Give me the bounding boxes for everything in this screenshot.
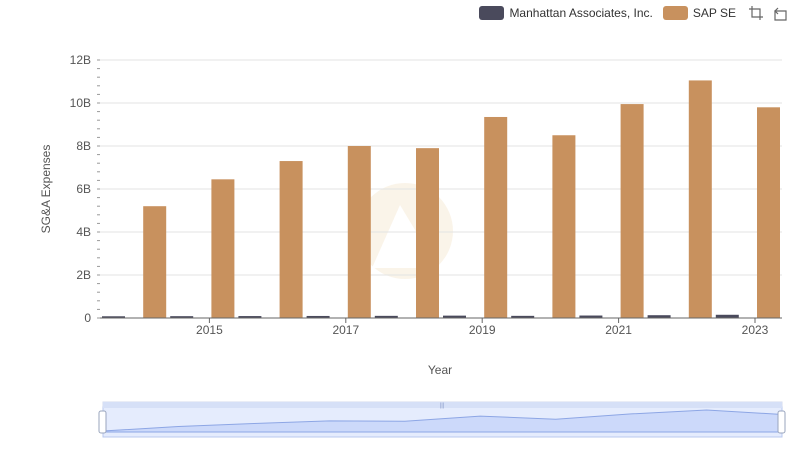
bar-manhattan-2020 bbox=[511, 315, 535, 318]
zoom-reset-icon[interactable] bbox=[772, 5, 788, 21]
bar-sap-2018 bbox=[416, 148, 439, 318]
legend-item-sap[interactable]: SAP SE bbox=[662, 6, 736, 20]
bar-manhattan-2015 bbox=[170, 316, 194, 318]
datazoom-grip[interactable]: ||| bbox=[440, 403, 445, 409]
bar-sap-2017 bbox=[347, 146, 371, 318]
bar-manhattan-2021 bbox=[579, 315, 603, 318]
x-tick-labels: 2015 2017 2019 2021 2023 bbox=[196, 323, 769, 337]
legend: Manhattan Associates, Inc. SAP SE bbox=[479, 4, 788, 22]
bar-sap-2021 bbox=[620, 104, 644, 318]
legend-label-sap: SAP SE bbox=[692, 6, 736, 20]
datazoom-top-bar[interactable] bbox=[103, 402, 782, 408]
bar-sap-2022 bbox=[688, 80, 712, 318]
bar-sap-2019 bbox=[484, 116, 508, 318]
bar-manhattan-2019 bbox=[443, 315, 466, 318]
y-minor-ticks bbox=[97, 59, 100, 319]
toolbox bbox=[748, 5, 788, 21]
box-zoom-icon[interactable] bbox=[748, 5, 764, 21]
y-tick-label: 8B bbox=[76, 139, 91, 153]
datazoom-selection[interactable] bbox=[102, 406, 783, 438]
bar-manhattan-2017 bbox=[306, 315, 330, 318]
axes bbox=[100, 317, 782, 323]
datazoom-left-handle[interactable] bbox=[98, 410, 107, 434]
x-tick-label: 2019 bbox=[469, 323, 496, 337]
y-tick-label: 12B bbox=[70, 53, 91, 67]
legend-swatch-manhattan bbox=[479, 6, 505, 20]
legend-item-manhattan[interactable]: Manhattan Associates, Inc. bbox=[479, 6, 653, 20]
bar-manhattan-2023 bbox=[715, 314, 739, 318]
x-axis-title: Year bbox=[428, 363, 452, 377]
bar-sap-2020 bbox=[552, 135, 576, 318]
y-tick-label: 4B bbox=[76, 225, 91, 239]
y-tick-labels: 0 2B 4B 6B 8B 10B 12B bbox=[70, 53, 92, 325]
bar-sap-2014 bbox=[143, 206, 167, 318]
bar-sap-2015 bbox=[211, 179, 235, 318]
legend-label-manhattan: Manhattan Associates, Inc. bbox=[509, 6, 653, 20]
datazoom-slider[interactable]: ||| bbox=[98, 401, 786, 438]
bar-sap-2016 bbox=[279, 161, 303, 318]
bar-manhattan-2016 bbox=[238, 316, 262, 318]
bar-manhattan-2022 bbox=[647, 315, 671, 318]
bar-manhattan-2018 bbox=[374, 315, 398, 318]
y-tick-label: 0 bbox=[84, 311, 91, 325]
y-tick-label: 2B bbox=[76, 268, 91, 282]
x-tick-label: 2015 bbox=[196, 323, 223, 337]
y-axis-title: SG&A Expenses bbox=[39, 145, 53, 234]
datazoom-right-handle[interactable] bbox=[777, 410, 786, 434]
x-tick-label: 2017 bbox=[332, 323, 359, 337]
y-tick-label: 6B bbox=[76, 182, 91, 196]
bar-series bbox=[102, 80, 780, 318]
bar-manhattan-2014 bbox=[102, 316, 125, 318]
x-tick-label: 2021 bbox=[605, 323, 632, 337]
y-tick-label: 10B bbox=[70, 96, 91, 110]
bar-sap-2023 bbox=[757, 107, 780, 318]
x-tick-label: 2023 bbox=[742, 323, 769, 337]
legend-swatch-sap bbox=[662, 6, 688, 20]
